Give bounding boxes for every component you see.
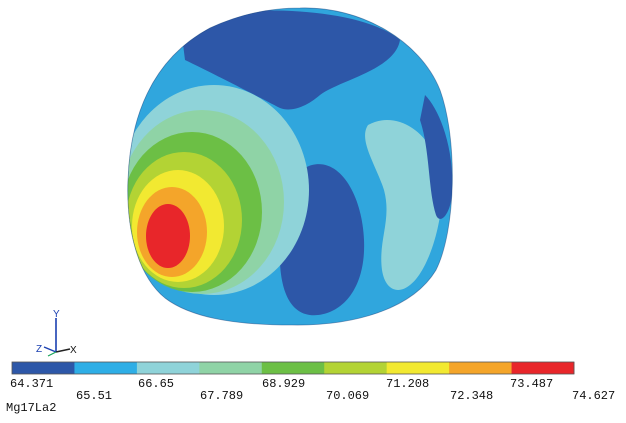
left-hotspot bbox=[127, 85, 309, 295]
legend-value-1: 64.371 bbox=[10, 377, 54, 391]
color-bar bbox=[11, 361, 575, 375]
color-bar-segment bbox=[261, 362, 325, 374]
color-bar-segment bbox=[136, 362, 200, 374]
triad-x-label: X bbox=[70, 345, 77, 356]
legend-value-6: 70.069 bbox=[326, 389, 370, 403]
legend-value-3: 66.65 bbox=[138, 377, 175, 391]
color-bar-segment bbox=[199, 362, 263, 374]
right-dark-region bbox=[420, 95, 453, 219]
color-bar-segment bbox=[324, 362, 388, 374]
sphere-outline bbox=[127, 7, 453, 326]
legend-value-2: 65.51 bbox=[76, 389, 113, 403]
triad-z-label: Z bbox=[36, 344, 42, 355]
color-bar-segment bbox=[12, 362, 75, 374]
legend-value-4: 67.789 bbox=[200, 389, 244, 403]
coordinate-triad: Y X Z bbox=[36, 309, 77, 357]
legend-value-5: 68.929 bbox=[262, 377, 306, 391]
legend-value-8: 72.348 bbox=[450, 389, 494, 403]
color-bar-segment bbox=[386, 362, 450, 374]
color-bar-segment bbox=[511, 362, 575, 374]
right-light-region bbox=[365, 120, 442, 290]
legend-value-10: 74.627 bbox=[572, 389, 616, 403]
color-bar-segment bbox=[74, 362, 138, 374]
legend-value-9: 73.487 bbox=[510, 377, 554, 391]
top-dark-region bbox=[180, 10, 400, 110]
triad-y-label: Y bbox=[53, 309, 60, 320]
material-label: Mg17La2 bbox=[6, 401, 57, 415]
color-bar-frame bbox=[11, 361, 575, 375]
sphere-body bbox=[127, 7, 453, 326]
color-bar-segment bbox=[449, 362, 512, 374]
legend-value-7: 71.208 bbox=[386, 377, 430, 391]
